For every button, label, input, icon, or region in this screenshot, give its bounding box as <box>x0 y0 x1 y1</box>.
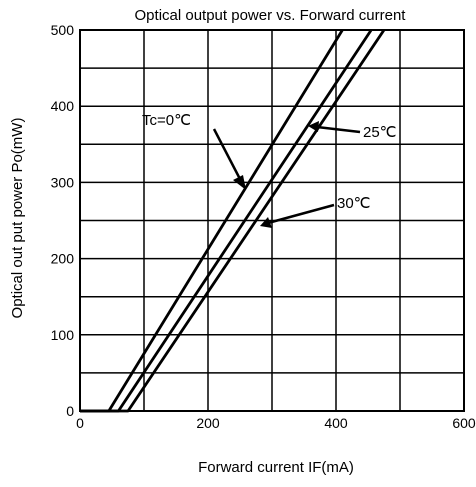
y-axis-label: Optical out put power Po(mW) <box>9 118 26 319</box>
y-tick-label: 400 <box>51 98 75 114</box>
annotation-25c: 25℃ <box>308 121 397 141</box>
annotation-25c-arrow <box>316 125 361 134</box>
annotation-tc0-arrow <box>212 128 243 182</box>
y-tick-label: 100 <box>51 327 75 343</box>
annotation-30c: 30℃ <box>260 195 371 228</box>
x-tick-label: 0 <box>76 415 84 431</box>
y-tick-label: 200 <box>51 251 75 267</box>
x-axis-label: Forward current IF(mA) <box>198 459 354 476</box>
x-tick-label: 600 <box>452 415 476 431</box>
annotation-25c-text: 25℃ <box>363 124 397 141</box>
annotation-tc0-arrowhead <box>233 175 246 190</box>
annotation-30c-arrowhead <box>260 217 272 228</box>
annotation-25c-arrowhead <box>308 121 319 132</box>
y-tick-labels: 0 100 200 300 400 500 <box>51 22 75 419</box>
annotation-30c-arrow <box>267 203 335 225</box>
x-tick-label: 200 <box>196 415 220 431</box>
y-tick-label: 0 <box>66 403 74 419</box>
x-tick-label: 400 <box>324 415 348 431</box>
annotation-30c-text: 30℃ <box>337 195 371 212</box>
y-tick-label: 500 <box>51 22 75 38</box>
annotation-tc0-text: Tc=0℃ <box>142 112 191 129</box>
y-tick-label: 300 <box>51 174 75 190</box>
grid <box>80 30 464 411</box>
annotation-tc0: Tc=0℃ <box>142 112 246 190</box>
chart-title: Optical output power vs. Forward current <box>135 7 407 24</box>
x-tick-labels: 0 200 400 600 <box>76 415 476 431</box>
plot-frame <box>79 29 465 412</box>
